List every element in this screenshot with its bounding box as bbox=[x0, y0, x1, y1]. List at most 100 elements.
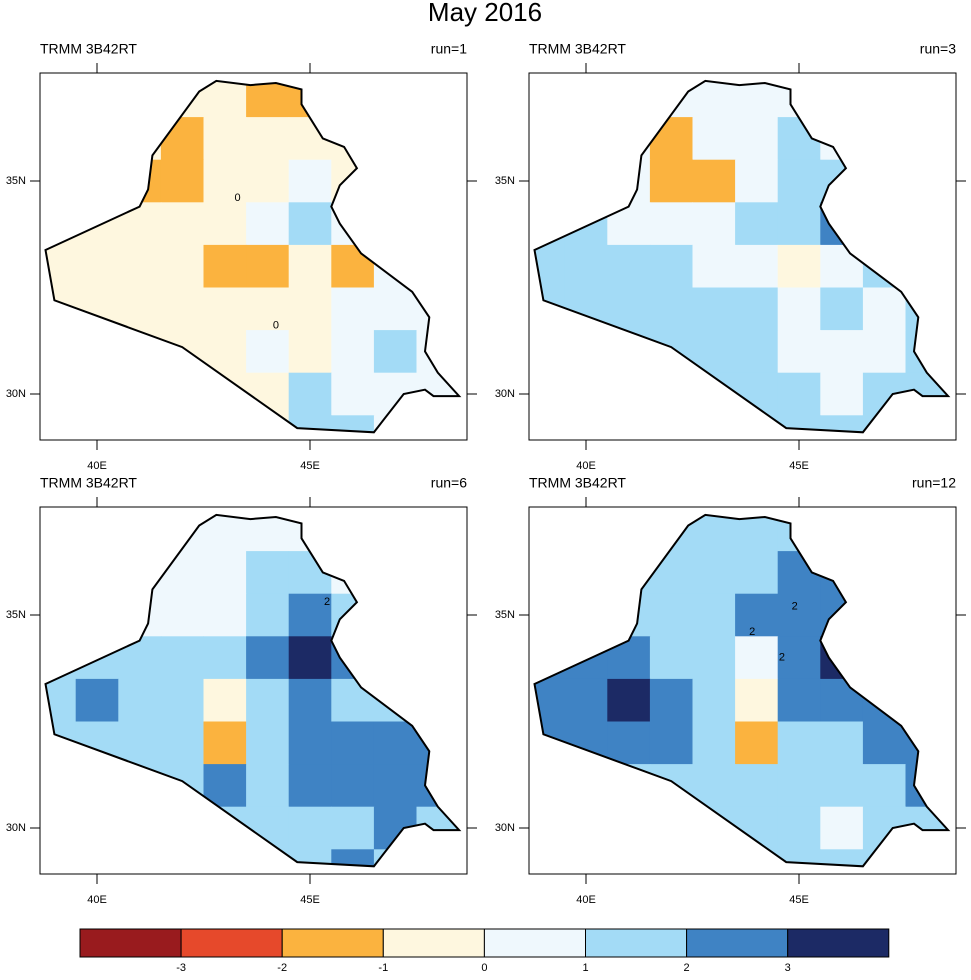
grid-cell bbox=[373, 551, 417, 595]
plot-frame bbox=[39, 72, 468, 441]
grid-cell bbox=[607, 514, 651, 552]
grid-cell bbox=[288, 330, 332, 374]
grid-cell bbox=[735, 593, 779, 637]
grid-cell bbox=[692, 806, 736, 850]
colorbar-label: -1 bbox=[378, 962, 388, 974]
grid-cell bbox=[692, 202, 736, 246]
grid-cell bbox=[373, 159, 417, 203]
plot-frame bbox=[39, 506, 468, 875]
grid-cell bbox=[649, 159, 693, 203]
grid-cell bbox=[373, 287, 417, 331]
grid-cell bbox=[649, 330, 693, 374]
grid-cell bbox=[905, 372, 949, 416]
grid-cell bbox=[118, 636, 162, 680]
grid-cell bbox=[373, 117, 417, 161]
grid-cell bbox=[905, 551, 949, 595]
grid-cell bbox=[735, 764, 779, 808]
grid-cell bbox=[331, 678, 375, 722]
grid-cell bbox=[288, 636, 332, 680]
grid-cell bbox=[331, 372, 375, 416]
panel-right-label: run=12 bbox=[912, 475, 956, 491]
grid-cell bbox=[203, 202, 247, 246]
grid-cell bbox=[692, 372, 736, 416]
grid-cell bbox=[288, 80, 332, 118]
grid-cell bbox=[905, 514, 949, 552]
grid-cell bbox=[331, 514, 375, 552]
x-tick-label: 40E bbox=[576, 460, 596, 472]
grid-cell bbox=[373, 721, 417, 765]
colorbar-box bbox=[382, 928, 485, 958]
grid-cell bbox=[373, 372, 417, 416]
grid-cell bbox=[564, 551, 608, 595]
grid-cell bbox=[246, 117, 290, 161]
grid-cell bbox=[331, 551, 375, 595]
grid-cell bbox=[905, 764, 949, 808]
country-outline bbox=[44, 513, 462, 868]
x-tick-label: 45E bbox=[789, 460, 809, 472]
grid-cell bbox=[735, 80, 779, 118]
y-tick-label: 35N bbox=[6, 609, 26, 621]
grid-cell bbox=[203, 80, 247, 118]
grid-cell bbox=[75, 764, 119, 808]
grid-cell bbox=[416, 159, 460, 203]
grid-cell bbox=[692, 244, 736, 288]
grid-cell bbox=[416, 764, 460, 808]
panel-right-label: run=6 bbox=[431, 475, 467, 491]
grid-cell bbox=[905, 849, 949, 867]
country-outline bbox=[44, 79, 462, 434]
grid-cell bbox=[288, 721, 332, 765]
grid-cell bbox=[373, 80, 417, 118]
grid-cell bbox=[564, 244, 608, 288]
cell-layer bbox=[534, 514, 949, 867]
grid-cell bbox=[331, 593, 375, 637]
grid-cell bbox=[160, 593, 204, 637]
figure-title: May 2016 bbox=[428, 0, 542, 27]
grid-cell bbox=[777, 80, 821, 118]
grid-cell bbox=[607, 415, 651, 433]
grid-cell bbox=[905, 80, 949, 118]
contour-label: 0 bbox=[273, 320, 279, 332]
grid-cell bbox=[331, 721, 375, 765]
grid-cell bbox=[607, 372, 651, 416]
grid-cell bbox=[246, 244, 290, 288]
grid-cell bbox=[649, 287, 693, 331]
panel-right-label: run=1 bbox=[431, 41, 467, 57]
grid-cell bbox=[75, 117, 119, 161]
grid-cell bbox=[607, 678, 651, 722]
grid-cell bbox=[288, 849, 332, 867]
grid-cell bbox=[735, 202, 779, 246]
grid-cell bbox=[416, 415, 460, 433]
contour-label: 0 bbox=[235, 192, 241, 204]
grid-cell bbox=[416, 244, 460, 288]
grid-cell bbox=[862, 330, 906, 374]
grid-cell bbox=[373, 514, 417, 552]
grid-cell bbox=[862, 202, 906, 246]
grid-cell bbox=[692, 117, 736, 161]
grid-cell bbox=[246, 593, 290, 637]
x-tick-label: 45E bbox=[789, 894, 809, 906]
grid-cell bbox=[564, 117, 608, 161]
grid-cell bbox=[649, 415, 693, 433]
grid-cell bbox=[75, 721, 119, 765]
grid-cell bbox=[905, 678, 949, 722]
grid-cell bbox=[416, 117, 460, 161]
colorbar-box bbox=[180, 928, 283, 958]
grid-cell bbox=[373, 415, 417, 433]
grid-cell bbox=[288, 372, 332, 416]
grid-cell bbox=[331, 415, 375, 433]
panel-right-label: run=3 bbox=[920, 41, 956, 57]
grid-cell bbox=[75, 159, 119, 203]
grid-cell bbox=[160, 806, 204, 850]
grid-cell bbox=[905, 593, 949, 637]
grid-cell bbox=[735, 514, 779, 552]
grid-cell bbox=[416, 330, 460, 374]
grid-cell bbox=[905, 159, 949, 203]
grid-cell bbox=[246, 806, 290, 850]
grid-cell bbox=[118, 372, 162, 416]
grid-cell bbox=[246, 678, 290, 722]
grid-cell bbox=[160, 244, 204, 288]
grid-cell bbox=[820, 202, 864, 246]
grid-cell bbox=[607, 159, 651, 203]
grid-cell bbox=[564, 849, 608, 867]
grid-cell bbox=[75, 415, 119, 433]
